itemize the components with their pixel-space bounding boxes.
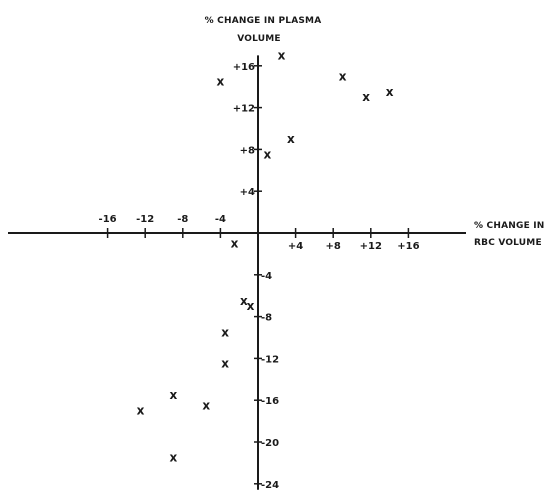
y-tick-label: -8 xyxy=(261,313,272,324)
data-point: x xyxy=(221,357,229,371)
y-tick-label: -20 xyxy=(261,438,279,449)
y-tick-label: -16 xyxy=(261,396,279,407)
data-point: x xyxy=(386,85,394,99)
data-point: x xyxy=(278,48,286,62)
data-point: x xyxy=(240,294,248,308)
y-axis-title: % CHANGE IN PLASMA xyxy=(205,16,322,26)
data-point: x xyxy=(217,74,225,88)
axis-titles: % CHANGE IN PLASMA VOLUME % CHANGE IN RBC V… xyxy=(205,16,545,248)
x-tick-label: +12 xyxy=(360,241,382,252)
data-point: x xyxy=(137,404,145,418)
y-axis-title: VOLUME xyxy=(237,34,280,44)
data-point: x xyxy=(362,90,370,104)
data-point: x xyxy=(247,299,255,313)
x-tick-label: -4 xyxy=(215,214,226,225)
data-point: x xyxy=(170,451,178,465)
x-tick-label: -12 xyxy=(136,214,154,225)
y-tick-label: +12 xyxy=(233,104,255,115)
ticks xyxy=(106,65,410,485)
x-tick-label: -8 xyxy=(177,214,188,225)
x-tick-label: -16 xyxy=(99,214,117,225)
data-point: x xyxy=(202,398,210,412)
y-tick-label: -12 xyxy=(261,354,279,365)
y-tick-label: +8 xyxy=(240,145,255,156)
x-tick-label: +4 xyxy=(288,241,303,252)
data-point: x xyxy=(287,132,295,146)
y-tick-label: -4 xyxy=(261,271,272,282)
data-point: x xyxy=(264,148,272,162)
data-point: x xyxy=(339,69,347,83)
axes xyxy=(8,55,466,490)
y-tick-label: +4 xyxy=(240,187,255,198)
x-tick-label: +16 xyxy=(397,241,419,252)
tick-labels: -16 -12 -8 -4 +4 +8 +12 +16 +16 +12 +8 +4 -4 -8 -12 -16… xyxy=(99,62,420,491)
x-axis-title: RBC VOLUME xyxy=(474,238,542,248)
x-tick-label: +8 xyxy=(326,241,341,252)
x-axis-title: % CHANGE IN xyxy=(474,221,545,231)
data-point: x xyxy=(221,325,229,339)
data-point: x xyxy=(231,236,239,250)
y-tick-label: -24 xyxy=(261,480,279,491)
data-point: x xyxy=(170,388,178,402)
y-tick-label: +16 xyxy=(233,62,255,73)
